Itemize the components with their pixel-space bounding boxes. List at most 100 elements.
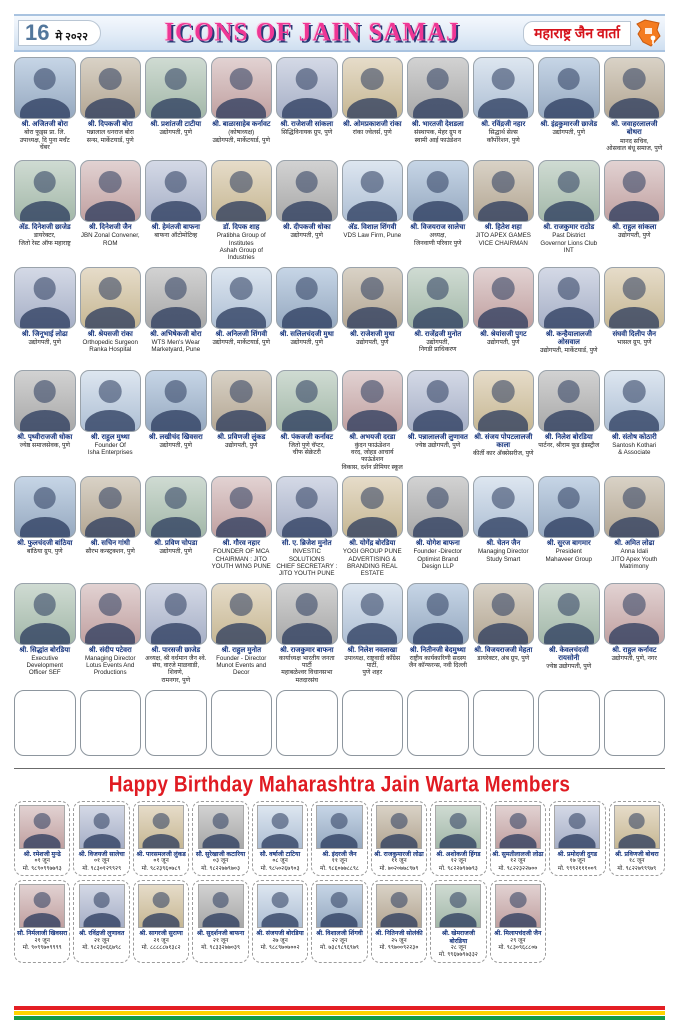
person-caption: श्री. संजय पोपटलालजी काला कीर्ती कार अ‍ॅक…	[473, 432, 535, 468]
silhouette-head	[491, 277, 515, 300]
silhouette-body	[478, 410, 529, 431]
person-title-line: ADVERTISING & BRANDING REAL ESTATE	[346, 555, 398, 578]
silhouette-head	[426, 380, 450, 403]
portrait-photo	[538, 57, 600, 119]
birthday-date: ११ जून	[331, 858, 348, 865]
birthday-date: २२ जून	[331, 937, 348, 944]
person-caption: श्री. निलेश नवलाखा उपाध्यक्ष, राष्ट्रवादी…	[342, 645, 404, 681]
portrait-photo	[276, 266, 338, 329]
silhouette-head	[212, 812, 229, 829]
birthday-date: २९ जून	[510, 937, 526, 944]
portrait-photo	[145, 476, 207, 538]
empty-photo-frame	[14, 690, 76, 756]
silhouette-head	[426, 593, 450, 616]
person-title-line: ओसवाल बंधू समाज, पुणे	[606, 144, 663, 152]
silhouette-head	[622, 380, 646, 403]
silhouette-head	[295, 593, 319, 616]
birthday-card: श्री. विजयजी सालेचा ०१ जून मो. ९८३०१२९९२९	[73, 801, 130, 877]
birthday-photo	[494, 805, 541, 849]
birthday-photo	[554, 805, 601, 849]
portrait-photo	[341, 57, 403, 119]
person-name: श्री. अनिलजी शिंगवी	[215, 330, 268, 338]
silhouette-head	[164, 593, 188, 616]
person-caption: श्री. हेमंतजी बाफना बाफना ऑटोमोटिव्ह	[145, 222, 207, 258]
person-card: श्री. दीपकजी धोका उद्योगपती, पुणे	[276, 160, 338, 262]
silhouette-body	[216, 200, 267, 221]
birthday-row-1: श्री. रमेशजी मुन्ढे ०१ जून मो. ९८९०९९७७९३ श…	[14, 801, 665, 877]
person-name: श्री. केवलचंदजी रायसोनी	[548, 646, 589, 662]
person-caption: श्री. संदीप पटेवरा Managing Director Lotus…	[80, 645, 142, 681]
silhouette-head	[271, 812, 289, 829]
portrait-photo	[603, 369, 665, 432]
birthday-phone: मो. ९८२२७९९९७९	[617, 865, 657, 872]
silhouette-body	[216, 410, 267, 431]
person-name: श्री. रविंद्रजी नहार	[481, 121, 526, 128]
person-title-line: कीर्ती कार अ‍ॅक्सेसरीज, पुणे	[473, 450, 534, 457]
person-title-line: ज्येष्ठ उद्योगपती, पुणे	[546, 663, 592, 670]
silhouette-head	[390, 891, 408, 908]
person-caption: श्री. कन्हैयालालजी ओसवाल उद्योगपती, मार्क…	[538, 329, 600, 365]
portrait-photo	[14, 57, 76, 119]
person-card: श्री. सुरज बागमार President Mahaveer Group	[538, 476, 600, 578]
birthday-phone: मो. ९८६०७७८८९८	[320, 865, 359, 872]
birthday-date: २१ जून	[153, 937, 169, 944]
person-name: श्री. श्रेयसजी रांका	[87, 330, 133, 338]
silhouette-body	[85, 97, 136, 118]
portrait-photo	[145, 57, 207, 119]
person-card: श्री. ओमप्रकाशजी रांका रांका ज्वेलर्स, पु…	[341, 57, 403, 155]
birthday-name: श्री. विशालजी शिंगवी	[316, 930, 363, 938]
person-name: श्री. प्रविण चोपडा	[154, 540, 198, 547]
birthday-card: सौ. सुरेखाजी कटारिया ०३ जून मो. ९८२२७७९७०३	[192, 801, 249, 877]
silhouette-body	[281, 97, 332, 118]
person-title-line: सिद्धिविनायक ग्रुप, पुणे	[281, 129, 333, 137]
person-caption: श्री. अभिषेकजी बोरा WTS Men's Wear Markety…	[145, 329, 207, 365]
silhouette-body	[543, 307, 594, 328]
person-caption: श्री. अभयजी दरडा कुंदन फाऊंडेशन वरद, जोहड …	[342, 432, 404, 472]
birthday-phone: मो. ७०२०७७८९७९	[379, 865, 419, 872]
person-name: श्री. सचिन गांधी	[90, 540, 130, 547]
silhouette-body	[19, 516, 70, 537]
person-card: श्री. राहुल सांकला उद्योगपती, पुणे	[603, 160, 665, 262]
birthday-photo	[375, 805, 422, 849]
silhouette-head	[509, 812, 527, 829]
birthday-name: श्री. नितिनजी सोलंकी	[375, 930, 423, 938]
person-caption: अ‍ॅड. दिनेशजी छाजेड डायरेक्टर, जितो रेस्ट …	[14, 222, 76, 258]
silhouette-head	[390, 812, 408, 829]
silhouette-body	[380, 833, 418, 848]
birthday-card: श्री. संजयजी बोरडिया २७ जून मो. ९८८९७०७००२	[251, 880, 309, 963]
silhouette-head	[164, 486, 188, 510]
person-caption: श्री. इंद्रकुमारजी छाजेड उद्योगपती, पुणे	[538, 119, 600, 155]
person-name: श्री. पृथ्वीराजजी धोका	[17, 433, 73, 441]
person-name: श्री. कन्हैयालालजी ओसवाल	[545, 330, 592, 346]
birthday-photo	[613, 805, 660, 849]
portrait-photo	[472, 369, 534, 432]
person-name: श्री. लखीचंद खिवसरा	[148, 433, 203, 441]
silhouette-body	[439, 912, 477, 928]
portrait-photo	[210, 476, 272, 538]
person-title-line: Munot Events and Decor	[216, 662, 267, 677]
person-card: श्री. भारतजी देशडला संस्थापक, मेहर ग्रुप …	[407, 57, 469, 155]
birthday-photo	[19, 805, 66, 849]
silhouette-head	[271, 891, 289, 908]
person-title-line: कार्याध्यक्ष भारतीय जनता पार्टी	[278, 654, 335, 670]
page-number-box: 16 मे २०२२	[18, 20, 101, 46]
person-title-line: Founder - Director	[216, 654, 267, 662]
silhouette-body	[150, 623, 201, 644]
birthday-photo	[19, 884, 66, 929]
silhouette-head	[557, 380, 581, 403]
silhouette-head	[212, 891, 229, 908]
person-title-line: पन्नालाल धनराज बोरा	[86, 129, 134, 137]
silhouette-body	[150, 97, 201, 118]
silhouette-body	[216, 307, 267, 328]
section-divider	[14, 768, 665, 769]
person-title-line: Mahaveer Group	[545, 555, 592, 563]
person-card: श्री. योगेंद्र बोरडिया YOGI GROUP PUNE ADV…	[341, 476, 403, 578]
person-caption: श्री. सलिलचंदजी मुथा उद्योगपती, पुणे	[276, 329, 338, 365]
person-title-line: Officer SEF	[28, 669, 61, 677]
silhouette-body	[499, 833, 537, 848]
silhouette-head	[229, 67, 253, 91]
birthday-phone: मो. ९८३०९६८८०७	[498, 945, 538, 951]
birthday-photo	[257, 805, 304, 849]
person-card: श्री. राजेशजी सांकला सिद्धिविनायक ग्रुप, …	[276, 57, 338, 155]
